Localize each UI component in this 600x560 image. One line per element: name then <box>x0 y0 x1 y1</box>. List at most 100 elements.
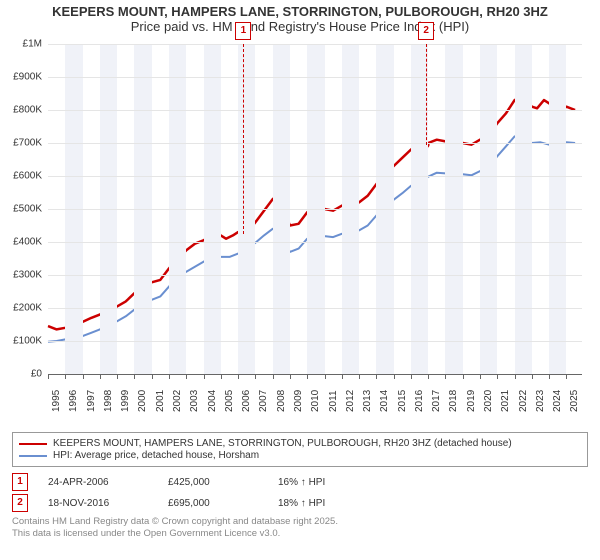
x-axis-label: 2006 <box>241 390 252 412</box>
y-gridline <box>48 110 582 111</box>
legend-swatch <box>19 443 47 445</box>
y-gridline <box>48 176 582 177</box>
x-axis-label: 2001 <box>155 390 166 412</box>
x-axis-label: 2024 <box>552 390 563 412</box>
x-tick <box>359 374 360 379</box>
x-tick <box>83 374 84 379</box>
y-gridline <box>48 209 582 210</box>
x-axis-label: 2003 <box>189 390 200 412</box>
chart-title: KEEPERS MOUNT, HAMPERS LANE, STORRINGTON… <box>0 0 600 36</box>
marker-box-2: 2 <box>418 22 434 40</box>
x-tick <box>204 374 205 379</box>
legend-item: KEEPERS MOUNT, HAMPERS LANE, STORRINGTON… <box>19 438 581 449</box>
x-tick <box>549 374 550 379</box>
x-axis-label: 2023 <box>535 390 546 412</box>
x-axis-label: 2004 <box>207 390 218 412</box>
y-gridline <box>48 242 582 243</box>
legend-label: HPI: Average price, detached house, Hors… <box>53 450 259 461</box>
y-axis-label: £900K <box>2 72 42 83</box>
legend-item: HPI: Average price, detached house, Hors… <box>19 450 581 461</box>
sale-hpi: 16% ↑ HPI <box>278 477 378 488</box>
marker-line-2 <box>426 44 427 145</box>
x-tick <box>376 374 377 379</box>
x-tick <box>342 374 343 379</box>
x-axis-label: 2022 <box>518 390 529 412</box>
x-tick <box>255 374 256 379</box>
y-axis-label: £500K <box>2 204 42 215</box>
sale-marker-2: 2 <box>12 494 28 512</box>
y-axis-label: £300K <box>2 270 42 281</box>
sale-price: £425,000 <box>168 477 258 488</box>
legend-label: KEEPERS MOUNT, HAMPERS LANE, STORRINGTON… <box>53 438 512 449</box>
marker-box-1: 1 <box>235 22 251 40</box>
copyright-line1: Contains HM Land Registry data © Crown c… <box>12 516 588 528</box>
marker-line-1 <box>243 44 244 234</box>
y-axis-label: £200K <box>2 303 42 314</box>
x-tick <box>290 374 291 379</box>
y-gridline <box>48 44 582 45</box>
x-axis-label: 2019 <box>466 390 477 412</box>
legend-swatch <box>19 455 47 457</box>
y-gridline <box>48 275 582 276</box>
x-tick <box>100 374 101 379</box>
x-tick <box>394 374 395 379</box>
x-tick <box>428 374 429 379</box>
x-tick <box>134 374 135 379</box>
x-tick <box>515 374 516 379</box>
x-axis-label: 2012 <box>345 390 356 412</box>
x-axis-label: 1998 <box>103 390 114 412</box>
x-tick <box>273 374 274 379</box>
y-gridline <box>48 77 582 78</box>
x-tick <box>532 374 533 379</box>
chart-area: £0£100K£200K£300K£400K£500K£600K£700K£80… <box>10 36 590 416</box>
x-axis-label: 2014 <box>379 390 390 412</box>
x-axis-label: 2008 <box>276 390 287 412</box>
y-axis-label: £700K <box>2 138 42 149</box>
copyright-line2: This data is licensed under the Open Gov… <box>12 528 588 540</box>
y-axis-label: £0 <box>2 369 42 380</box>
x-tick <box>463 374 464 379</box>
y-gridline <box>48 308 582 309</box>
x-tick <box>117 374 118 379</box>
y-axis-label: £800K <box>2 105 42 116</box>
x-tick <box>48 374 49 379</box>
sales-list: 124-APR-2006£425,00016% ↑ HPI218-NOV-201… <box>12 473 588 512</box>
sale-hpi: 18% ↑ HPI <box>278 498 378 509</box>
sale-date: 24-APR-2006 <box>48 477 148 488</box>
x-axis-label: 2021 <box>500 390 511 412</box>
x-tick <box>238 374 239 379</box>
sale-row-2: 218-NOV-2016£695,00018% ↑ HPI <box>12 494 588 512</box>
chart-container: KEEPERS MOUNT, HAMPERS LANE, STORRINGTON… <box>0 0 600 560</box>
x-axis-label: 2013 <box>362 390 373 412</box>
x-tick <box>445 374 446 379</box>
x-axis-label: 2009 <box>293 390 304 412</box>
legend-box: KEEPERS MOUNT, HAMPERS LANE, STORRINGTON… <box>12 432 588 467</box>
x-tick <box>325 374 326 379</box>
sale-marker-1: 1 <box>12 473 28 491</box>
x-tick <box>411 374 412 379</box>
sale-price: £695,000 <box>168 498 258 509</box>
x-tick <box>169 374 170 379</box>
x-axis-label: 2016 <box>414 390 425 412</box>
x-axis-label: 2017 <box>431 390 442 412</box>
x-axis-label: 2002 <box>172 390 183 412</box>
x-tick <box>480 374 481 379</box>
x-tick <box>497 374 498 379</box>
chart-footer: KEEPERS MOUNT, HAMPERS LANE, STORRINGTON… <box>12 432 588 540</box>
y-axis-label: £1M <box>2 39 42 50</box>
x-axis-label: 2000 <box>137 390 148 412</box>
x-axis-label: 2020 <box>483 390 494 412</box>
y-axis-label: £600K <box>2 171 42 182</box>
x-tick <box>152 374 153 379</box>
x-axis-label: 2025 <box>569 390 580 412</box>
title-line1: KEEPERS MOUNT, HAMPERS LANE, STORRINGTON… <box>10 4 590 19</box>
plot-area: £0£100K£200K£300K£400K£500K£600K£700K£80… <box>48 44 582 375</box>
x-axis-label: 2005 <box>224 390 235 412</box>
x-axis-label: 1996 <box>68 390 79 412</box>
x-axis-label: 2015 <box>397 390 408 412</box>
y-gridline <box>48 143 582 144</box>
sale-row-1: 1 24-APR-2006 £425,000 16% ↑ HPI <box>12 473 588 491</box>
x-axis-label: 2010 <box>310 390 321 412</box>
x-tick <box>307 374 308 379</box>
y-axis-label: £400K <box>2 237 42 248</box>
